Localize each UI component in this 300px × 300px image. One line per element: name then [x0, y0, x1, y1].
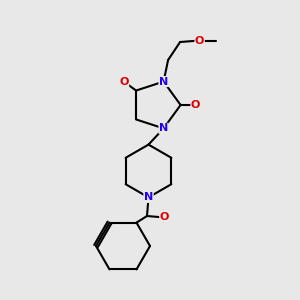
- Text: N: N: [159, 123, 168, 134]
- Text: N: N: [159, 76, 168, 87]
- Text: N: N: [144, 192, 153, 203]
- Text: O: O: [160, 212, 169, 223]
- Text: O: O: [119, 77, 129, 87]
- Text: O: O: [191, 100, 200, 110]
- Text: O: O: [195, 35, 204, 46]
